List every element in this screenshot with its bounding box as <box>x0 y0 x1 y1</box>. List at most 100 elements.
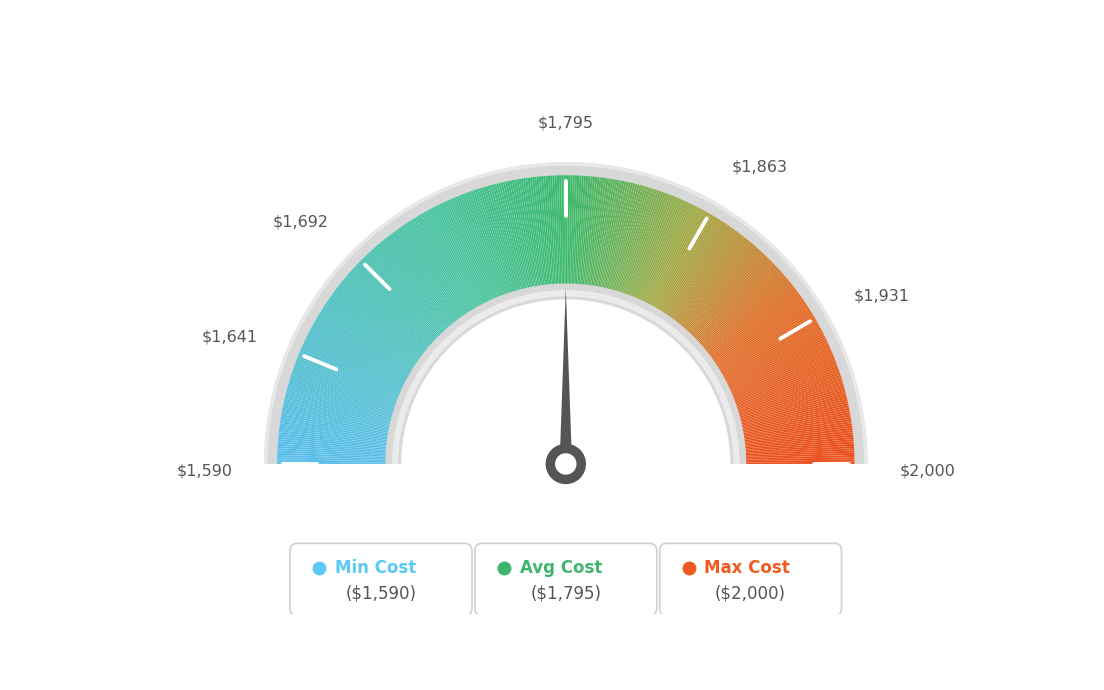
Wedge shape <box>684 247 758 331</box>
Wedge shape <box>715 306 808 367</box>
Wedge shape <box>575 176 584 285</box>
Wedge shape <box>711 294 800 360</box>
Wedge shape <box>493 184 522 290</box>
Wedge shape <box>488 186 519 292</box>
Wedge shape <box>743 428 852 443</box>
Wedge shape <box>308 331 407 383</box>
Wedge shape <box>431 208 484 306</box>
Wedge shape <box>640 201 689 302</box>
Wedge shape <box>561 175 564 285</box>
Wedge shape <box>277 444 388 453</box>
Wedge shape <box>283 406 391 429</box>
Wedge shape <box>517 179 537 288</box>
Wedge shape <box>394 230 460 320</box>
Wedge shape <box>716 309 810 369</box>
Wedge shape <box>624 190 661 295</box>
Wedge shape <box>498 183 526 290</box>
Wedge shape <box>559 175 563 285</box>
Text: $1,641: $1,641 <box>201 329 257 344</box>
Wedge shape <box>726 337 826 386</box>
Wedge shape <box>300 347 402 393</box>
Wedge shape <box>287 388 393 418</box>
Wedge shape <box>629 194 670 297</box>
Wedge shape <box>565 175 569 285</box>
Wedge shape <box>277 457 386 461</box>
Wedge shape <box>731 353 834 397</box>
Wedge shape <box>405 223 467 315</box>
Wedge shape <box>321 309 415 369</box>
Wedge shape <box>731 351 832 395</box>
Wedge shape <box>701 275 785 348</box>
Wedge shape <box>617 187 650 293</box>
Wedge shape <box>583 177 595 286</box>
Wedge shape <box>696 265 776 342</box>
Wedge shape <box>339 284 426 353</box>
Wedge shape <box>693 262 773 339</box>
Wedge shape <box>743 421 851 439</box>
Wedge shape <box>625 192 664 295</box>
Wedge shape <box>744 446 854 454</box>
Wedge shape <box>277 460 386 462</box>
Wedge shape <box>732 355 835 398</box>
Wedge shape <box>698 268 779 344</box>
Wedge shape <box>736 379 842 413</box>
Wedge shape <box>278 437 388 448</box>
Wedge shape <box>681 243 753 328</box>
Wedge shape <box>373 247 447 331</box>
Wedge shape <box>721 321 818 377</box>
Wedge shape <box>285 397 392 424</box>
Wedge shape <box>283 408 390 431</box>
Wedge shape <box>452 198 496 299</box>
Wedge shape <box>744 430 852 444</box>
Wedge shape <box>311 325 408 379</box>
Wedge shape <box>392 232 459 321</box>
Wedge shape <box>552 175 559 285</box>
Text: $1,795: $1,795 <box>538 115 594 130</box>
Wedge shape <box>332 293 422 359</box>
Wedge shape <box>388 236 456 324</box>
Wedge shape <box>637 199 682 300</box>
Wedge shape <box>343 278 428 350</box>
Wedge shape <box>296 359 399 401</box>
Wedge shape <box>486 186 517 292</box>
Wedge shape <box>287 386 393 417</box>
FancyBboxPatch shape <box>475 543 657 615</box>
Wedge shape <box>443 201 491 302</box>
Wedge shape <box>459 195 501 297</box>
Wedge shape <box>744 435 853 447</box>
Wedge shape <box>502 181 528 289</box>
Wedge shape <box>595 179 615 288</box>
Wedge shape <box>676 236 744 324</box>
Wedge shape <box>644 204 693 303</box>
Wedge shape <box>662 221 724 315</box>
Wedge shape <box>391 233 458 322</box>
Wedge shape <box>649 209 703 306</box>
Wedge shape <box>647 207 699 305</box>
Wedge shape <box>648 208 701 306</box>
Wedge shape <box>716 307 809 368</box>
Wedge shape <box>375 246 448 330</box>
Wedge shape <box>691 258 769 337</box>
Wedge shape <box>470 190 508 295</box>
Wedge shape <box>363 257 442 336</box>
Wedge shape <box>743 426 852 442</box>
Wedge shape <box>654 212 709 308</box>
Wedge shape <box>348 273 432 346</box>
Wedge shape <box>473 190 509 295</box>
Wedge shape <box>593 179 611 287</box>
Wedge shape <box>449 199 495 300</box>
Wedge shape <box>737 381 843 414</box>
Wedge shape <box>563 175 565 285</box>
Wedge shape <box>312 323 410 377</box>
Wedge shape <box>628 193 668 297</box>
Wedge shape <box>622 189 657 294</box>
Wedge shape <box>309 329 407 382</box>
Wedge shape <box>280 417 390 436</box>
Wedge shape <box>584 177 597 286</box>
Wedge shape <box>689 255 767 335</box>
Wedge shape <box>435 206 486 304</box>
Wedge shape <box>745 462 854 464</box>
Wedge shape <box>314 321 411 377</box>
Wedge shape <box>301 345 403 391</box>
Wedge shape <box>744 439 853 450</box>
